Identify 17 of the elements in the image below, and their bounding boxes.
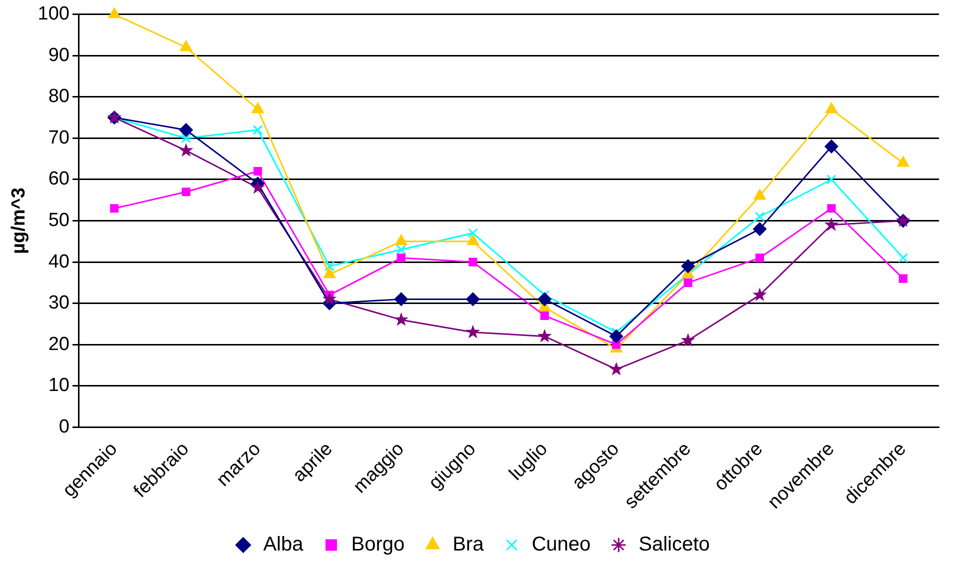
legend-label: Borgo <box>351 534 405 556</box>
y-tick-label: 10 <box>48 375 70 396</box>
y-tick-label: 0 <box>58 416 70 438</box>
y-tick-label: 20 <box>48 334 70 355</box>
y-tick-label: 70 <box>48 127 70 148</box>
y-tick-label: 80 <box>48 86 70 108</box>
y-axis-title: µg/m^3 <box>8 188 30 254</box>
y-tick-label: 50 <box>48 210 70 231</box>
y-tick-label: 60 <box>48 168 70 190</box>
legend-label: Saliceto <box>638 534 710 556</box>
y-tick-label: 40 <box>48 251 70 272</box>
y-tick-label: 90 <box>48 44 70 66</box>
legend-label: Cuneo <box>532 534 591 556</box>
legend-label: Alba <box>263 534 304 556</box>
y-tick-label: 100 <box>38 4 70 25</box>
legend-label: Bra <box>452 534 485 556</box>
y-tick-label: 30 <box>48 292 70 314</box>
